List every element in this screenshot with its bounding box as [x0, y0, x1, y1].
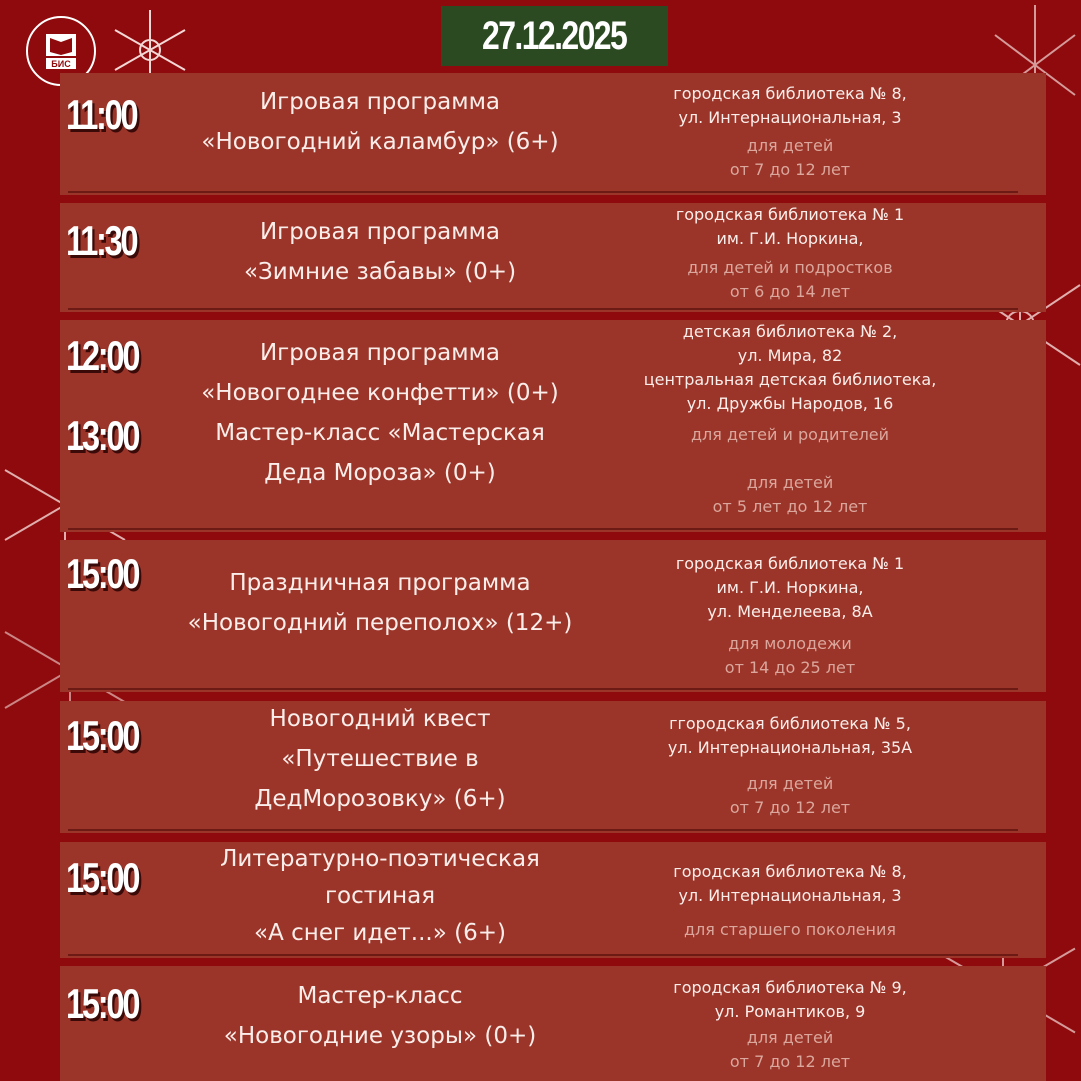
- title-line: «Зимние забавы» (0+): [243, 259, 517, 285]
- audience-line: для детей: [746, 774, 834, 793]
- divider: [68, 528, 1018, 530]
- place-line: ул. Интернациональная, 35А: [667, 738, 913, 757]
- title-line: Новогодний квест: [269, 706, 491, 732]
- event-date: 27.12.2025: [441, 6, 668, 66]
- divider: [68, 954, 1018, 956]
- event-title: Праздничная программа «Новогодний перепол…: [160, 563, 600, 643]
- event-place: городская библиотека № 9, ул. Романтиков,…: [620, 976, 960, 1024]
- audience-line: от 7 до 12 лет: [729, 798, 851, 817]
- audience-line: от 6 до 14 лет: [729, 282, 851, 301]
- title-line: ДедМорозовку» (6+): [254, 786, 506, 812]
- place-line: ул. Менделеева, 8А: [707, 602, 873, 621]
- title-line: Игровая программа: [259, 219, 501, 245]
- event-audience: для детей от 7 до 12 лет: [620, 772, 960, 820]
- event-title: Новогодний квест «Путешествие в ДедМорозов…: [160, 699, 600, 819]
- title-line: «Новогодние узоры» (0+): [223, 1023, 537, 1049]
- event-title: Мастер-класс «Новогодние узоры» (0+): [160, 976, 600, 1056]
- event-time: 11:00: [66, 91, 139, 138]
- audience-line: для детей: [746, 136, 834, 155]
- audience-line: для детей: [746, 473, 834, 492]
- divider: [68, 191, 1018, 193]
- event-time: 13:00: [66, 412, 140, 459]
- divider: [68, 829, 1018, 831]
- event-title: Литературно-поэтическая гостиная «А снег и…: [160, 841, 600, 952]
- event-card: 12:00 13:00 Игровая программа «Новогоднее…: [60, 320, 1046, 532]
- audience-line: для детей: [746, 1028, 834, 1047]
- place-line: детская библиотека № 2,: [682, 322, 898, 341]
- audience-line: для молодежи: [728, 634, 852, 653]
- title-line: «А снег идет...» (6+): [254, 920, 506, 946]
- event-place: городская библиотека № 1 им. Г.И. Норкина…: [620, 203, 960, 251]
- place-line: ул. Интернациональная, 3: [678, 108, 902, 127]
- event-time: 15:00: [66, 550, 140, 597]
- place-line: ггородская библиотека № 5,: [669, 714, 911, 733]
- place-line: городская библиотека № 1: [675, 205, 905, 224]
- audience-line: от 14 до 25 лет: [724, 658, 856, 677]
- title-line: «Путешествие в: [281, 746, 479, 772]
- place-line: ул. Интернациональная, 3: [678, 886, 902, 905]
- title-line: Литературно-поэтическая: [220, 846, 540, 872]
- event-place: ггородская библиотека № 5, ул. Интернацио…: [620, 712, 960, 760]
- event-time: 15:00: [66, 712, 140, 759]
- event-card: 15:00 Праздничная программа «Новогодний п…: [60, 540, 1046, 692]
- title-line: «Новогодний каламбур» (6+): [201, 129, 559, 155]
- event-card: 15:00 Мастер-класс «Новогодние узоры» (0+…: [60, 966, 1046, 1081]
- place-line: городская библиотека № 8,: [673, 84, 907, 103]
- audience-line: для старшего поколения: [683, 920, 897, 939]
- title-line: «Новогодний переполох» (12+): [187, 610, 573, 636]
- event-time: 15:00: [66, 980, 140, 1027]
- event-card: 15:00 Новогодний квест «Путешествие в ДедМ…: [60, 701, 1046, 833]
- place-line: городская библиотека № 9,: [673, 978, 907, 997]
- event-audience: для детей и родителей для детей от 5 лет д…: [620, 423, 960, 519]
- place-line: ул. Мира, 82: [737, 346, 843, 365]
- audience-line: от 7 до 12 лет: [729, 160, 851, 179]
- event-place: городская библиотека № 8, ул. Интернацион…: [620, 860, 960, 908]
- event-audience: для детей от 7 до 12 лет: [620, 1026, 960, 1074]
- event-place: городская библиотека № 8, ул. Интернацион…: [620, 82, 960, 130]
- title-line: Игровая программа: [259, 340, 501, 366]
- event-card: 11:30 Игровая программа «Зимние забавы» (…: [60, 203, 1046, 312]
- title-line: гостиная: [324, 883, 436, 909]
- audience-line: от 7 до 12 лет: [729, 1052, 851, 1071]
- book-icon: БИС: [46, 34, 76, 69]
- event-audience: для старшего поколения: [620, 918, 960, 942]
- divider: [68, 308, 1018, 310]
- title-line: «Новогоднее конфетти» (0+): [201, 380, 559, 406]
- event-place: детская библиотека № 2, ул. Мира, 82 центр…: [620, 320, 960, 416]
- svg-text:БИС: БИС: [51, 59, 71, 69]
- event-time: 11:30: [66, 217, 139, 264]
- event-audience: для детей от 7 до 12 лет: [620, 134, 960, 182]
- title-line: Игровая программа: [259, 89, 501, 115]
- place-line: городская библиотека № 8,: [673, 862, 907, 881]
- event-time: 15:00: [66, 854, 140, 901]
- place-line: ул. Дружбы Народов, 16: [686, 394, 894, 413]
- event-audience: для детей и подростков от 6 до 14 лет: [620, 256, 960, 304]
- divider: [68, 688, 1018, 690]
- event-card: 15:00 Литературно-поэтическая гостиная «А …: [60, 842, 1046, 958]
- audience-line: [620, 447, 960, 471]
- title-line: Деда Мороза» (0+): [264, 460, 496, 486]
- audience-line: для детей и подростков: [687, 258, 893, 277]
- title-line: Мастер-класс: [297, 983, 463, 1009]
- audience-line: от 5 лет до 12 лет: [712, 497, 868, 516]
- event-card: 11:00 Игровая программа «Новогодний калам…: [60, 73, 1046, 195]
- place-line: ул. Романтиков, 9: [714, 1002, 866, 1021]
- event-title: Игровая программа «Новогоднее конфетти» (…: [160, 333, 600, 493]
- place-line: центральная детская библиотека,: [643, 370, 937, 389]
- date-text: 27.12.2025: [482, 13, 628, 58]
- place-line: городская библиотека № 1: [675, 554, 905, 573]
- audience-line: для детей и родителей: [690, 425, 890, 444]
- place-line: им. Г.И. Норкина,: [716, 578, 864, 597]
- title-line: Праздничная программа: [229, 570, 531, 596]
- event-title: Игровая программа «Зимние забавы» (0+): [160, 212, 600, 292]
- title-line: Мастер-класс «Мастерская: [215, 420, 545, 446]
- event-place: городская библиотека № 1 им. Г.И. Норкина…: [620, 552, 960, 624]
- event-time: 12:00: [66, 332, 140, 379]
- event-audience: для молодежи от 14 до 25 лет: [620, 632, 960, 680]
- event-title: Игровая программа «Новогодний каламбур» (…: [160, 82, 600, 162]
- place-line: им. Г.И. Норкина,: [716, 229, 864, 248]
